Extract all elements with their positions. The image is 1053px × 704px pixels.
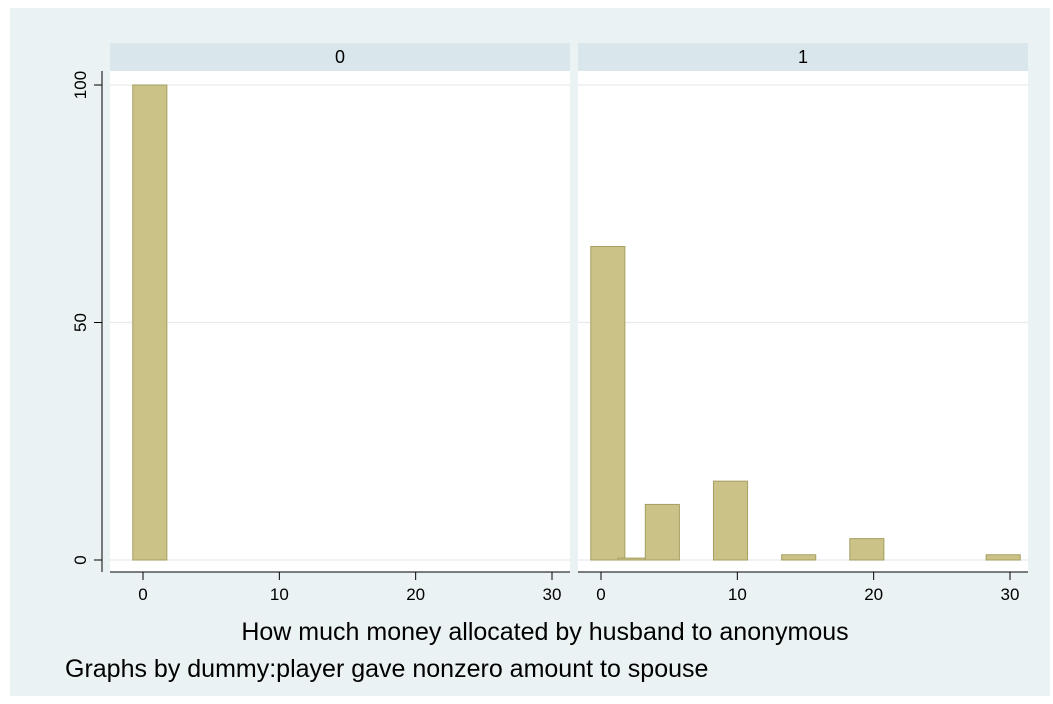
x-tick-label: 10 — [728, 585, 747, 604]
x-axis-title: How much money allocated by husband to a… — [241, 618, 848, 646]
x-tick-label: 20 — [406, 585, 425, 604]
x-tick-label: 0 — [138, 585, 147, 604]
histogram-bar — [132, 84, 168, 561]
panel-1: 1 0 10 20 30 — [578, 43, 1028, 604]
x-tick-label: 30 — [1001, 585, 1020, 604]
panel-0-gridlines — [110, 84, 570, 561]
y-axis: 0 50 100 — [71, 71, 103, 572]
panel-0-header — [110, 43, 570, 71]
panel-1-x-axis: 0 10 20 30 — [578, 571, 1028, 604]
y-tick-label: 100 — [71, 71, 90, 99]
histogram-bar — [644, 503, 680, 561]
y-tick-label: 0 — [71, 555, 90, 564]
panel-1-header — [578, 43, 1028, 71]
x-tick-label: 30 — [543, 585, 562, 604]
histogram-bar — [849, 538, 885, 561]
histogram-bar — [781, 554, 817, 561]
panel-0-label: 0 — [335, 47, 345, 67]
chart-svg: 0 0 10 20 30 1 0 10 20 30 0 50 100 How much mone… — [65, 43, 1028, 683]
x-tick-label: 20 — [864, 585, 883, 604]
chart-figure: 0 0 10 20 30 1 0 10 20 30 0 50 100 How much mone… — [10, 8, 1050, 696]
histogram-bar — [985, 554, 1021, 561]
histogram-bar — [590, 246, 626, 561]
panel-0-plot-area — [110, 71, 570, 572]
x-tick-label: 10 — [270, 585, 289, 604]
panel-1-bars — [590, 246, 1021, 561]
panel-0-bars — [132, 84, 168, 561]
panel-1-label: 1 — [798, 47, 808, 67]
x-tick-label: 0 — [596, 585, 605, 604]
y-tick-label: 50 — [71, 313, 90, 332]
panel-0: 0 0 10 20 30 — [110, 43, 570, 604]
graphs-by-note: Graphs by dummy:player gave nonzero amou… — [65, 655, 708, 683]
histogram-bar — [712, 480, 749, 561]
panel-0-x-axis: 0 10 20 30 — [110, 571, 570, 604]
panel-1-plot-area — [578, 71, 1028, 572]
